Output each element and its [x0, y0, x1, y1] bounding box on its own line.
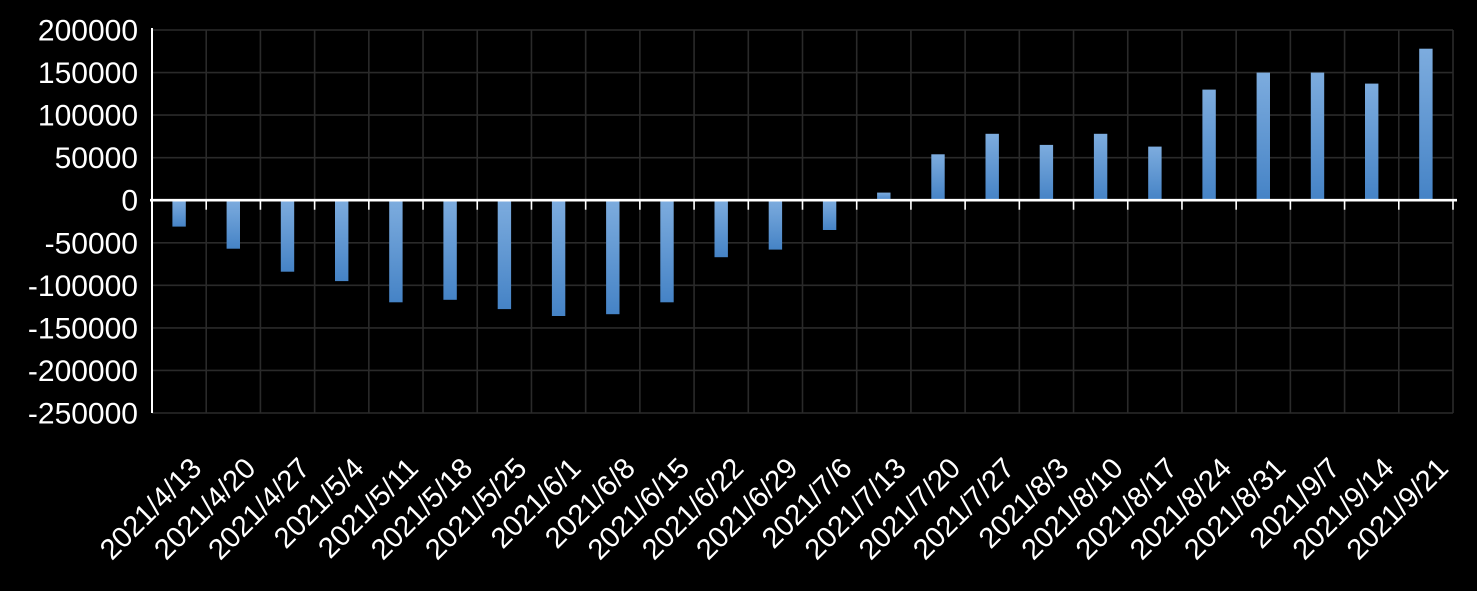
bar: [389, 200, 403, 303]
bar: [1039, 144, 1054, 201]
y-tick-label: -50000: [45, 227, 138, 260]
bar: [1419, 48, 1433, 201]
y-tick-label: -150000: [28, 312, 138, 345]
y-tick-label: 200000: [38, 15, 138, 48]
bar: [714, 200, 728, 258]
y-tick-label: 50000: [55, 142, 138, 175]
bar: [172, 200, 186, 227]
bar: [551, 200, 566, 316]
bar: [768, 200, 783, 250]
bar: [931, 154, 945, 201]
bar: [660, 200, 674, 303]
bar: [985, 133, 999, 201]
bar: [280, 200, 295, 272]
bar: [1148, 146, 1162, 201]
bar: [1256, 72, 1270, 201]
bar: [877, 192, 891, 201]
y-tick-label: 100000: [38, 100, 138, 133]
bar: [1202, 89, 1216, 201]
y-tick-label: -250000: [28, 398, 138, 431]
bar: [1365, 83, 1379, 201]
bar: [822, 200, 837, 230]
bar: [335, 200, 349, 282]
y-tick-label: -200000: [28, 355, 138, 388]
bar: [1093, 133, 1108, 201]
bar: [606, 200, 620, 315]
y-tick-label: 0: [121, 185, 138, 218]
bar: [443, 200, 457, 300]
bar: [497, 200, 512, 310]
y-tick-label: 150000: [38, 57, 138, 90]
bar: [1310, 72, 1325, 201]
bar: [226, 200, 240, 249]
y-tick-label: -100000: [28, 270, 138, 303]
